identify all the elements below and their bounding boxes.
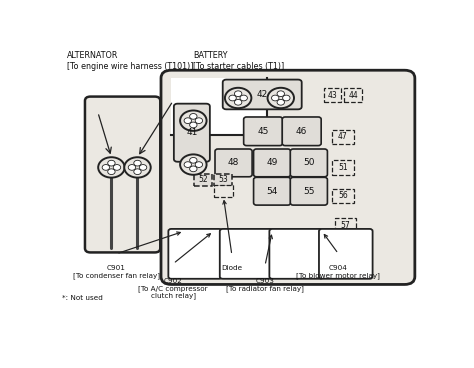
Text: 45: 45 xyxy=(257,127,269,136)
FancyBboxPatch shape xyxy=(220,229,273,279)
Text: 52: 52 xyxy=(198,176,208,184)
Text: 48: 48 xyxy=(228,158,239,167)
Text: 53: 53 xyxy=(218,176,228,184)
FancyBboxPatch shape xyxy=(161,70,415,284)
Circle shape xyxy=(225,88,251,108)
Text: 43: 43 xyxy=(328,91,337,100)
Bar xyxy=(171,78,267,135)
Circle shape xyxy=(235,91,242,96)
Circle shape xyxy=(235,99,242,105)
FancyBboxPatch shape xyxy=(244,117,283,146)
Bar xyxy=(344,88,362,102)
Circle shape xyxy=(195,118,202,124)
FancyBboxPatch shape xyxy=(290,149,328,177)
FancyBboxPatch shape xyxy=(215,149,252,177)
Text: C904
[To blower motor relay]: C904 [To blower motor relay] xyxy=(297,265,380,279)
FancyBboxPatch shape xyxy=(254,177,291,205)
Circle shape xyxy=(98,157,125,178)
Circle shape xyxy=(277,91,284,96)
Text: 51: 51 xyxy=(338,163,347,172)
Text: 54: 54 xyxy=(266,187,278,196)
Bar xyxy=(214,174,231,186)
Circle shape xyxy=(184,162,191,167)
Circle shape xyxy=(113,164,121,170)
Circle shape xyxy=(190,122,197,128)
FancyBboxPatch shape xyxy=(254,149,291,177)
Circle shape xyxy=(134,169,141,174)
Circle shape xyxy=(184,118,191,124)
FancyBboxPatch shape xyxy=(174,104,210,162)
Circle shape xyxy=(128,164,136,170)
Bar xyxy=(214,185,233,197)
Circle shape xyxy=(272,95,279,101)
Bar xyxy=(336,219,356,233)
Circle shape xyxy=(124,157,151,178)
Circle shape xyxy=(190,158,197,163)
Text: 49: 49 xyxy=(266,158,278,167)
Circle shape xyxy=(180,110,207,131)
Circle shape xyxy=(190,166,197,172)
Text: 55: 55 xyxy=(303,187,315,196)
Circle shape xyxy=(139,164,147,170)
Text: 44: 44 xyxy=(348,91,358,100)
Text: Diode: Diode xyxy=(221,265,243,271)
Bar xyxy=(194,174,212,186)
Bar xyxy=(332,130,354,144)
FancyBboxPatch shape xyxy=(282,117,321,146)
FancyBboxPatch shape xyxy=(168,229,222,279)
FancyBboxPatch shape xyxy=(223,79,301,109)
Text: C901
[To condenser fan relay]: C901 [To condenser fan relay] xyxy=(73,265,160,279)
Text: 42: 42 xyxy=(256,90,268,99)
Circle shape xyxy=(108,160,115,166)
FancyBboxPatch shape xyxy=(269,229,323,279)
FancyBboxPatch shape xyxy=(290,177,328,205)
Text: 56: 56 xyxy=(338,191,348,200)
Circle shape xyxy=(277,99,284,105)
Circle shape xyxy=(180,155,207,175)
Text: ALTERNATOR
[To engine wire harness (T101)]: ALTERNATOR [To engine wire harness (T101… xyxy=(66,51,193,71)
Circle shape xyxy=(108,169,115,174)
Circle shape xyxy=(195,162,202,167)
Bar xyxy=(332,189,354,203)
Bar xyxy=(332,160,354,174)
FancyBboxPatch shape xyxy=(319,229,373,279)
Text: 50: 50 xyxy=(303,158,315,167)
Circle shape xyxy=(240,95,247,101)
Text: C902
[To A/C compressor
clutch relay]: C902 [To A/C compressor clutch relay] xyxy=(138,278,208,300)
Text: 47: 47 xyxy=(338,132,348,141)
Circle shape xyxy=(190,113,197,119)
Bar xyxy=(324,88,341,102)
Text: BATTERY
[To starter cables (T1)]: BATTERY [To starter cables (T1)] xyxy=(193,51,284,71)
Text: 57: 57 xyxy=(341,221,350,230)
Circle shape xyxy=(283,95,290,101)
Circle shape xyxy=(134,160,141,166)
Circle shape xyxy=(102,164,109,170)
Text: *: Not used: *: Not used xyxy=(62,295,103,301)
FancyBboxPatch shape xyxy=(85,96,160,252)
Text: 41: 41 xyxy=(186,128,198,137)
Text: 46: 46 xyxy=(296,127,307,136)
Text: C903
[To radiator fan relay]: C903 [To radiator fan relay] xyxy=(226,278,304,292)
Circle shape xyxy=(229,95,237,101)
Circle shape xyxy=(267,88,294,108)
